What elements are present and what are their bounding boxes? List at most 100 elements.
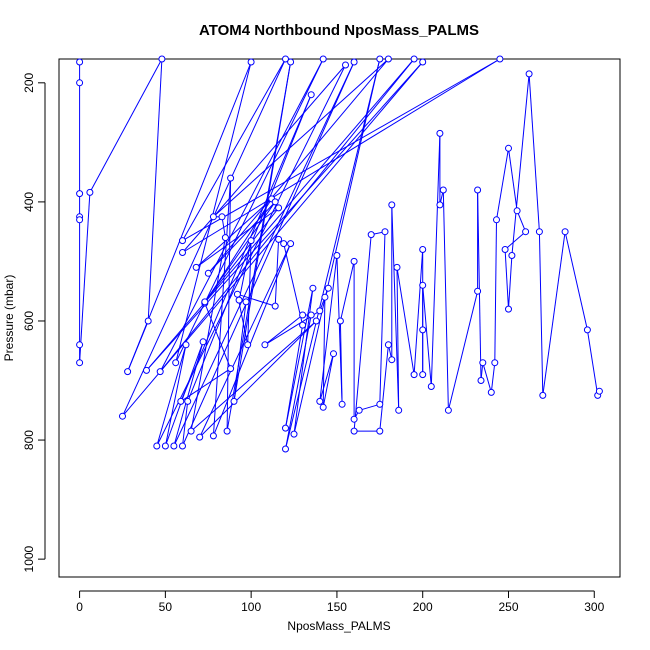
series-segment [247,240,252,345]
series-segment [233,301,247,402]
x-tick-label: 300 [584,600,604,614]
data-point [158,55,166,63]
series-segment [379,344,389,432]
series-segment [496,148,509,220]
data-point [184,397,192,405]
data-point [427,383,435,390]
series-segment [213,58,389,218]
series-segment [422,285,432,387]
data-point [496,55,504,63]
series-segment [319,255,338,402]
series-segment [322,353,334,408]
series-segment [182,58,286,241]
series-segment [504,249,509,310]
data-point [419,58,427,66]
series-segment [122,61,424,417]
data-point [477,377,485,384]
data-point [177,397,185,405]
series-points [76,55,603,453]
series-segment [182,58,501,253]
data-point [209,432,217,440]
y-tick-label: 800 [22,430,36,450]
x-tick-label: 200 [413,600,433,614]
series-segment [173,61,355,447]
data-point [324,284,332,292]
series-segment [494,219,497,363]
series-segment [359,403,380,411]
data-point [491,359,499,367]
y-tick-label: 400 [22,192,36,212]
data-point [307,91,315,99]
data-point [505,144,512,152]
data-point [223,427,231,435]
data-point [583,326,591,334]
data-point [233,290,241,298]
data-point [309,284,317,292]
x-axis: 0 50 100 150 200 250 300 [76,590,605,614]
series-segment [190,320,317,432]
series-segment [89,58,163,193]
series-segment [264,314,303,346]
series-segment [146,61,424,371]
data-point [312,317,320,325]
data-point [221,234,229,242]
data-point [170,442,178,450]
series-segment [285,288,314,429]
series-segment [233,61,292,402]
data-point [227,174,235,182]
data-point [316,397,324,405]
data-point [316,307,324,315]
data-point [376,400,384,408]
data-point [539,391,547,399]
data-point [381,228,389,236]
series-segment [180,94,312,402]
data-point [179,442,186,450]
series-segment [182,401,189,447]
data-point [76,341,84,349]
series-segment [237,293,276,307]
data-point [247,58,255,66]
data-point [493,216,500,224]
series-segment [164,344,187,447]
series-segment [586,329,599,396]
data-point [179,237,186,245]
x-tick-label: 150 [327,600,347,614]
series-segment [195,198,273,268]
data-point [419,281,427,289]
data-point [182,341,190,349]
data-point [350,58,358,66]
series-segment [79,192,91,363]
data-point [350,427,358,435]
data-point [350,415,358,423]
data-point [119,412,126,420]
data-point [561,228,569,236]
data-point [235,296,243,304]
series-segment [207,58,389,274]
data-point [508,252,516,259]
data-point [350,257,358,265]
series-segment [339,261,355,322]
series-segment [477,189,482,381]
series-segment [490,362,496,393]
data-point [242,298,250,306]
series-segment [175,58,324,363]
data-point [187,427,195,435]
data-point [192,263,200,271]
data-point [522,228,530,236]
series-segment [379,231,386,405]
series-segment [396,267,415,375]
series-segment [238,240,252,301]
series-segment [175,61,252,363]
data-point [419,371,427,379]
series-segment [339,320,343,405]
plot-frame [58,58,621,578]
series-segment [274,239,280,307]
series-segment [283,243,304,326]
data-point [124,368,132,376]
series-segment [442,189,449,411]
data-point [505,305,512,313]
data-point [76,359,84,367]
series-segment [212,178,232,436]
series-segment [122,58,286,417]
